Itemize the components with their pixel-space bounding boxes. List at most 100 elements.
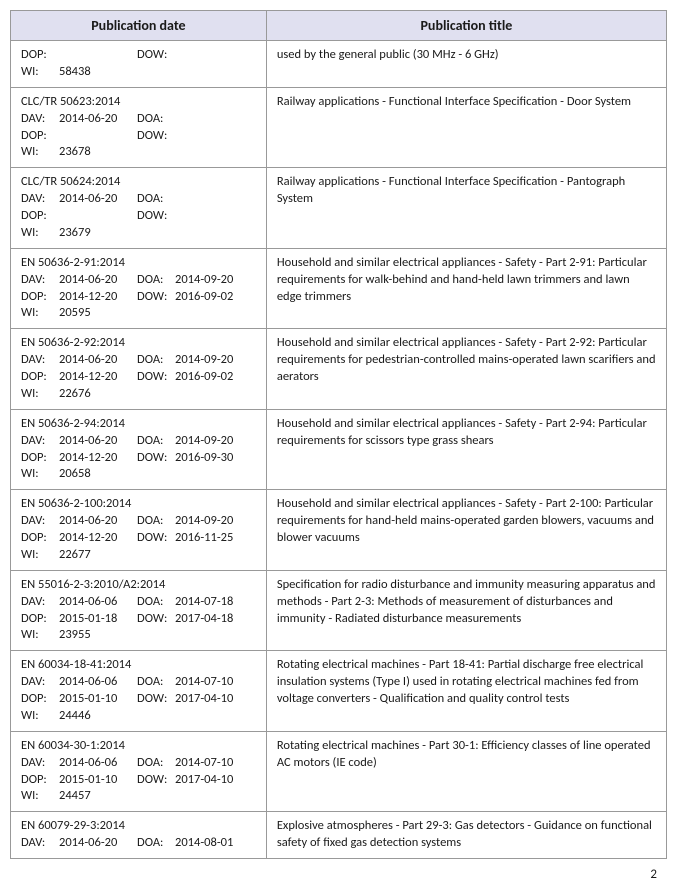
field-label: [137, 386, 175, 403]
field-value: 2014-06-20: [59, 352, 137, 369]
field-label: DAV:: [21, 352, 59, 369]
field-label: DOW:: [137, 208, 175, 225]
field-label: [137, 627, 175, 644]
field-label: DOP:: [21, 128, 59, 145]
field-value: 2014-06-06: [59, 594, 137, 611]
field-label: DOP:: [21, 611, 59, 628]
field-label: DOW:: [137, 450, 175, 467]
field-label: DOP:: [21, 530, 59, 547]
field-label: DOW:: [137, 530, 175, 547]
field-label: [137, 708, 175, 725]
pub-date-line: DAV:2014-06-20DOA:2014-09-20: [21, 433, 256, 450]
field-label: DOA:: [137, 835, 175, 852]
pub-date-line: WI:20595: [21, 305, 256, 322]
field-label: DOW:: [137, 611, 175, 628]
field-value: [59, 128, 137, 145]
table-row: DOP:DOW:WI:58438used by the general publ…: [11, 41, 667, 88]
field-label: [137, 788, 175, 805]
field-value: 20595: [59, 305, 137, 322]
col-header-date: Publication date: [11, 11, 267, 41]
col-header-title: Publication title: [266, 11, 666, 41]
pub-date-line: DOP:2014-12-20DOW:2016-09-02: [21, 289, 256, 306]
field-label: DAV:: [21, 433, 59, 450]
pub-date-line: EN 60034-30-1:2014: [21, 738, 256, 755]
cell-publication-title: Rotating electrical machines - Part 18-4…: [266, 651, 666, 732]
field-label: DOP:: [21, 450, 59, 467]
field-value: 22677: [59, 547, 137, 564]
standard-reference: EN 60079-29-3:2014: [21, 818, 125, 835]
cell-publication-title: Household and similar electrical applian…: [266, 329, 666, 410]
cell-publication-date: EN 50636-2-92:2014DAV:2014-06-20DOA:2014…: [11, 329, 267, 410]
pub-date-line: DOP:2015-01-18DOW:2017-04-18: [21, 611, 256, 628]
field-value: 2014-06-20: [59, 272, 137, 289]
table-row: CLC/TR 50624:2014DAV:2014-06-20DOA:DOP:D…: [11, 168, 667, 249]
field-value: 58438: [59, 64, 137, 81]
field-value: 2016-09-02: [175, 369, 233, 386]
pub-date-line: WI:23678: [21, 144, 256, 161]
field-label: DOW:: [137, 128, 175, 145]
field-value: 2014-06-20: [59, 191, 137, 208]
table-row: EN 60079-29-3:2014DAV:2014-06-20DOA:2014…: [11, 812, 667, 859]
pub-date-line: DOP: DOW:: [21, 47, 256, 64]
field-label: DAV:: [21, 111, 59, 128]
field-value: [59, 47, 137, 64]
table-header-row: Publication date Publication title: [11, 11, 667, 41]
field-label: DOA:: [137, 513, 175, 530]
field-value: 23679: [59, 225, 137, 242]
table-row: EN 50636-2-92:2014DAV:2014-06-20DOA:2014…: [11, 329, 667, 410]
field-label: DOA:: [137, 111, 175, 128]
field-value: 2014-07-10: [175, 674, 233, 691]
standard-reference: EN 50636-2-100:2014: [21, 496, 131, 513]
table-row: EN 60034-18-41:2014DAV:2014-06-06DOA:201…: [11, 651, 667, 732]
field-value: 2014-06-20: [59, 433, 137, 450]
field-label: DAV:: [21, 755, 59, 772]
field-label: DOP:: [21, 47, 59, 64]
field-value: 24446: [59, 708, 137, 725]
pub-date-line: DOP:2014-12-20DOW:2016-09-02: [21, 369, 256, 386]
field-label: DOP:: [21, 369, 59, 386]
standard-reference: EN 50636-2-91:2014: [21, 255, 125, 272]
field-value: 23955: [59, 627, 137, 644]
cell-publication-title: Railway applications - Functional Interf…: [266, 168, 666, 249]
pub-date-line: DOP: DOW:: [21, 128, 256, 145]
field-label: [137, 64, 175, 81]
field-label: DOA:: [137, 674, 175, 691]
table-row: EN 50636-2-91:2014DAV:2014-06-20DOA:2014…: [11, 248, 667, 329]
cell-publication-title: Household and similar electrical applian…: [266, 490, 666, 571]
field-value: [59, 208, 137, 225]
pub-date-line: DAV:2014-06-06DOA:2014-07-10: [21, 674, 256, 691]
field-value: 2014-12-20: [59, 369, 137, 386]
field-value: 2015-01-10: [59, 691, 137, 708]
field-value: 2014-06-20: [59, 835, 137, 852]
field-label: [137, 466, 175, 483]
pub-date-line: EN 55016-2-3:2010/A2:2014: [21, 577, 256, 594]
standard-reference: CLC/TR 50623:2014: [21, 94, 120, 111]
field-label: WI:: [21, 466, 59, 483]
table-row: CLC/TR 50623:2014DAV:2014-06-20DOA:DOP:D…: [11, 87, 667, 168]
field-value: 2014-09-20: [175, 272, 233, 289]
pub-date-line: WI:22676: [21, 386, 256, 403]
cell-publication-title: Specification for radio disturbance and …: [266, 570, 666, 651]
pub-date-line: WI:20658: [21, 466, 256, 483]
field-label: DOW:: [137, 772, 175, 789]
standard-reference: EN 60034-18-41:2014: [21, 657, 131, 674]
cell-publication-date: EN 60034-30-1:2014DAV:2014-06-06DOA:2014…: [11, 731, 267, 812]
pub-date-line: WI:23955: [21, 627, 256, 644]
field-label: DOP:: [21, 772, 59, 789]
field-value: 2014-06-06: [59, 674, 137, 691]
pub-date-line: WI:58438: [21, 64, 256, 81]
field-label: DOA:: [137, 433, 175, 450]
table-row: EN 50636-2-94:2014DAV:2014-06-20DOA:2014…: [11, 409, 667, 490]
pub-date-line: WI:23679: [21, 225, 256, 242]
field-value: 2014-09-20: [175, 352, 233, 369]
field-value: 20658: [59, 466, 137, 483]
field-label: [137, 225, 175, 242]
pub-date-line: DOP:2014-12-20DOW:2016-09-30: [21, 450, 256, 467]
pub-date-line: EN 60034-18-41:2014: [21, 657, 256, 674]
table-row: EN 55016-2-3:2010/A2:2014DAV:2014-06-06D…: [11, 570, 667, 651]
field-label: DAV:: [21, 594, 59, 611]
field-label: DOW:: [137, 47, 175, 64]
field-label: [137, 305, 175, 322]
field-value: 2016-11-25: [175, 530, 233, 547]
field-value: 2014-12-20: [59, 530, 137, 547]
